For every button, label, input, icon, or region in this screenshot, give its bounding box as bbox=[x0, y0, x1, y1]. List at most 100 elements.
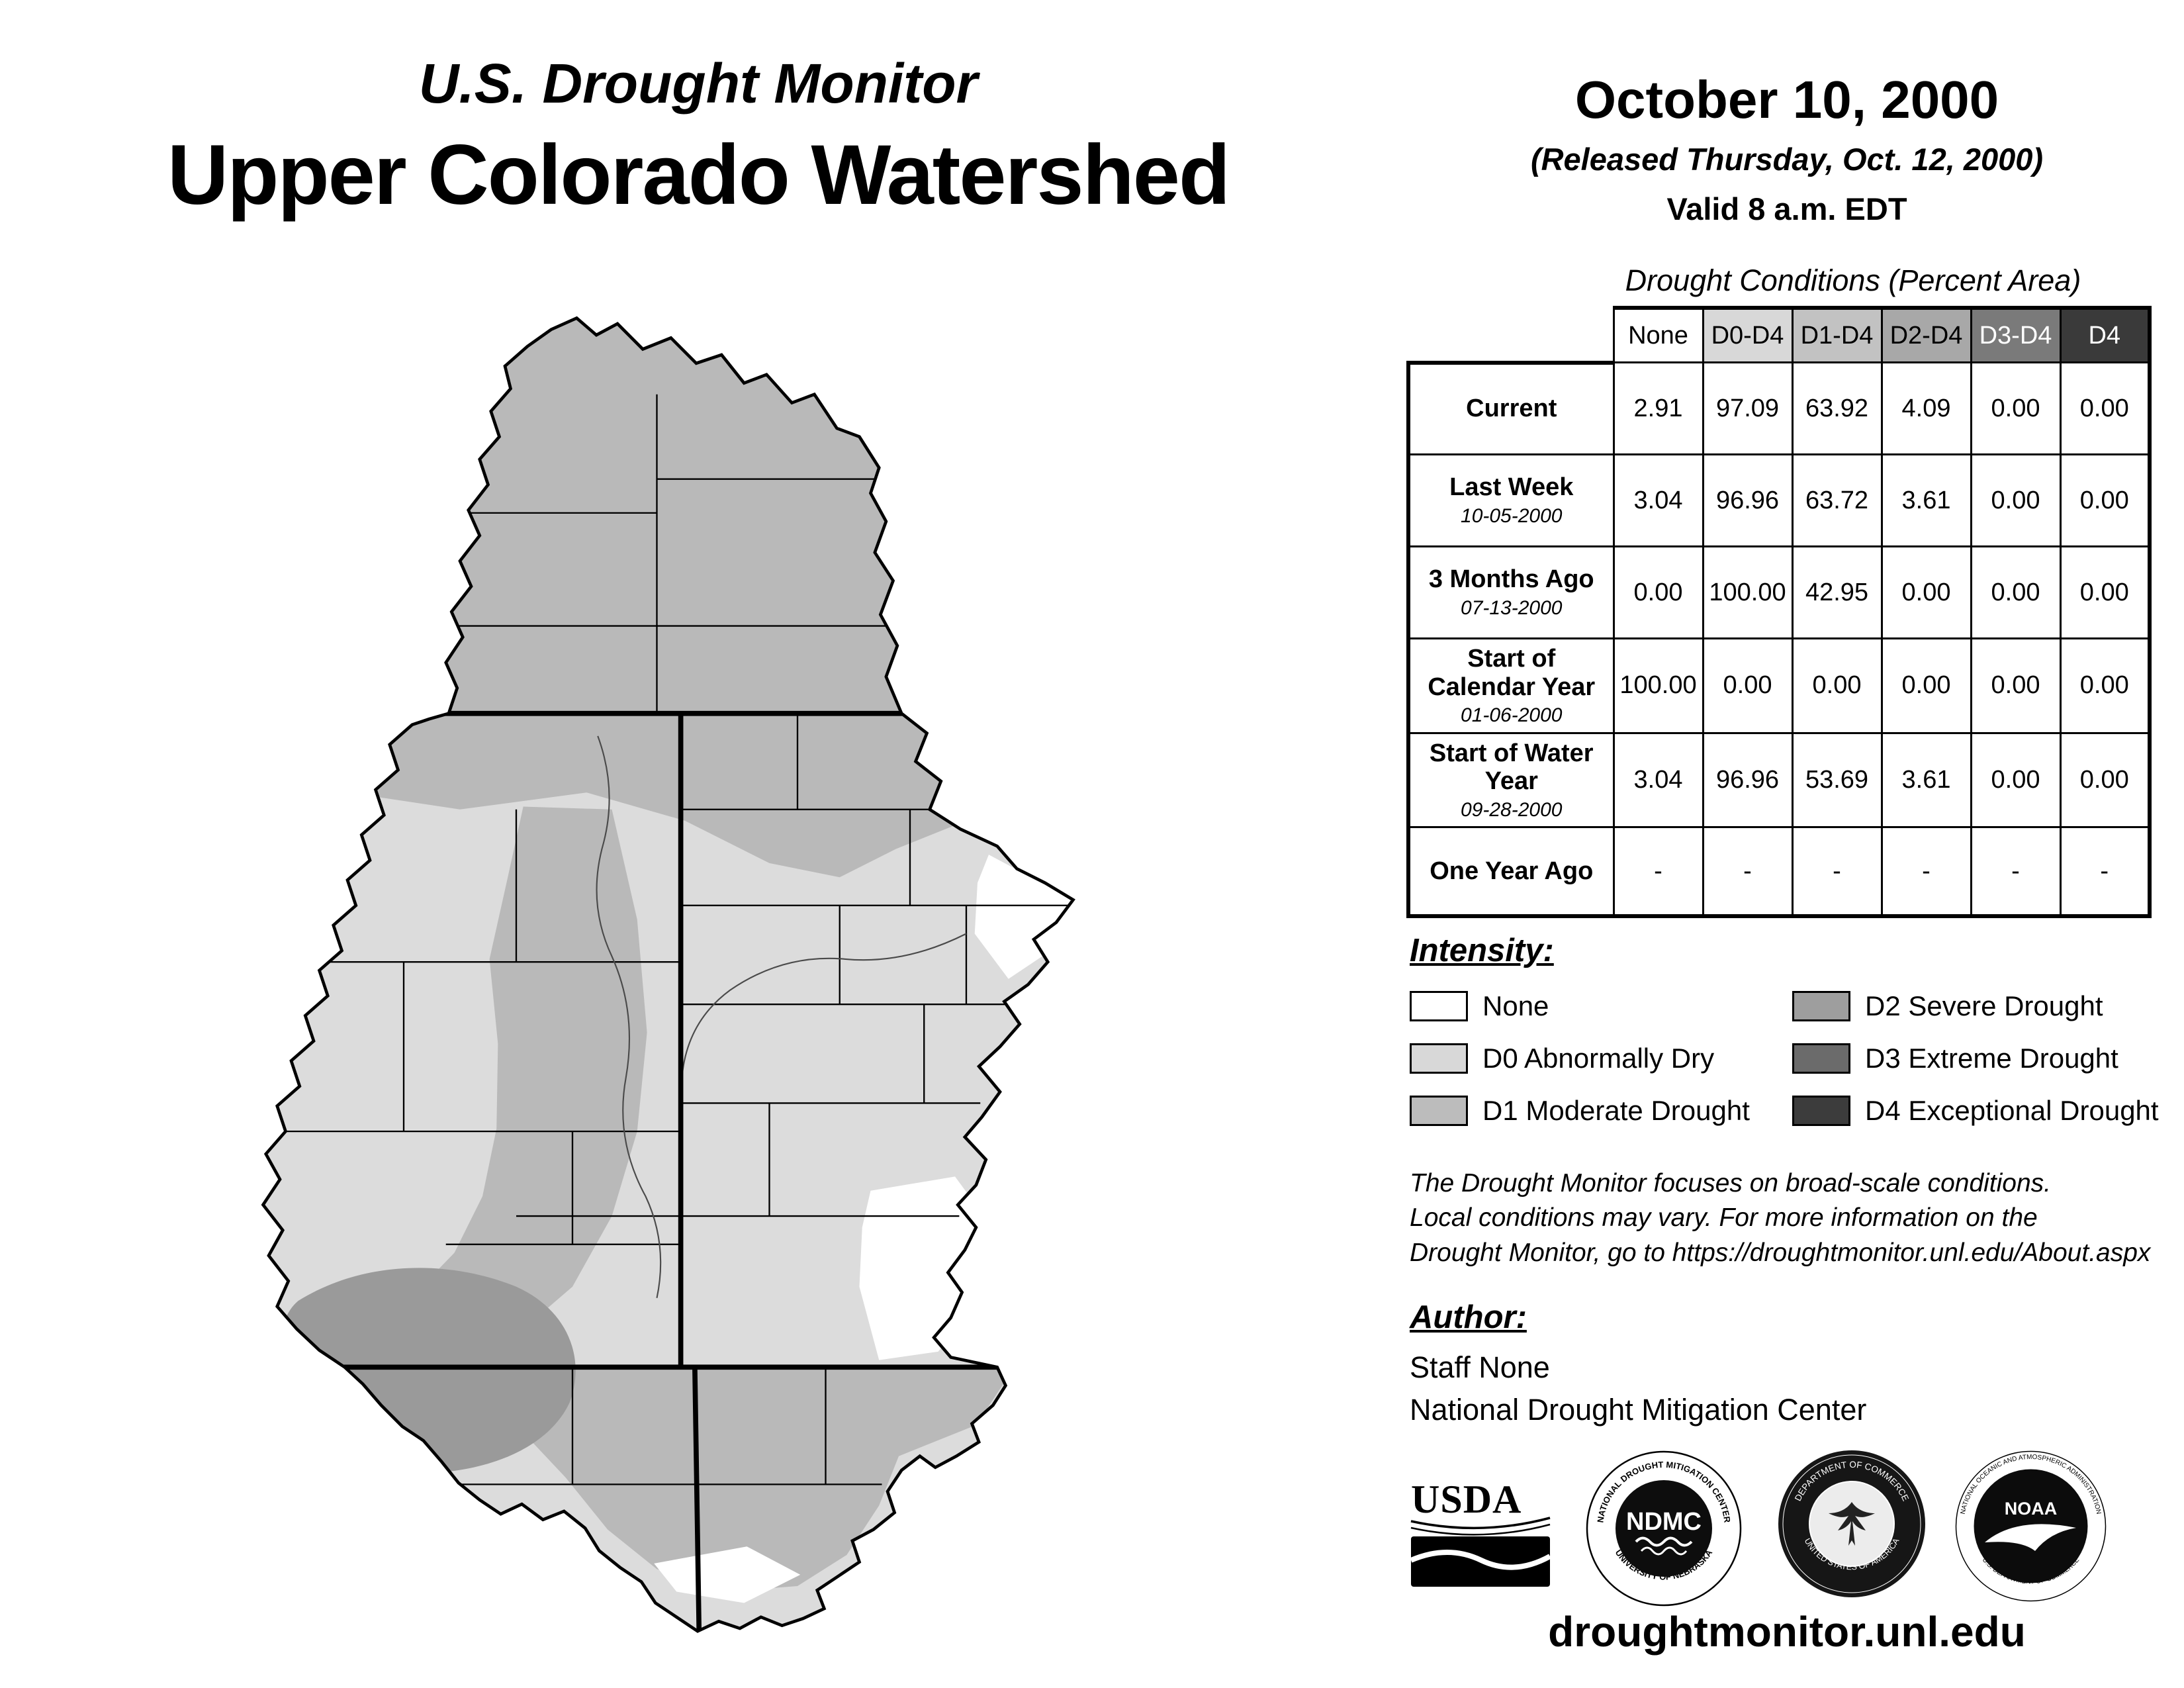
cell: 0.00 bbox=[1702, 637, 1794, 734]
release-date: (Released Thursday, Oct. 12, 2000) bbox=[1530, 142, 2044, 177]
disclaimer-line: Drought Monitor, go to https://droughtmo… bbox=[1410, 1238, 2151, 1267]
legend-item-d1: D1 Moderate Drought bbox=[1410, 1095, 1792, 1127]
state-border-lines bbox=[263, 710, 1009, 1632]
eagle-emblem bbox=[1829, 1502, 1875, 1546]
cell: 2.91 bbox=[1612, 361, 1704, 455]
date-block: October 10, 2000 (Released Thursday, Oct… bbox=[1423, 70, 2151, 227]
row-label: Current bbox=[1406, 360, 1615, 455]
table-row-current: Current 2.91 97.09 63.92 4.09 0.00 0.00 bbox=[1406, 360, 2152, 455]
cell: 4.09 bbox=[1880, 361, 1972, 455]
col-header-d1d4: D1-D4 bbox=[1791, 306, 1883, 363]
ndmc-wordmark: NDMC bbox=[1626, 1508, 1702, 1536]
row-label: One Year Ago bbox=[1406, 826, 1615, 919]
col-header-d4: D4 bbox=[2059, 306, 2152, 363]
map-region-d1-south bbox=[445, 1364, 1005, 1592]
legend-swatch-d4 bbox=[1792, 1096, 1850, 1126]
ndmc-wave bbox=[1635, 1536, 1693, 1547]
logo-row: USDA NATIONAL DROUGHT MITIGATION CENTER … bbox=[1403, 1443, 2171, 1617]
cell: 3.61 bbox=[1880, 453, 1972, 547]
intensity-section: Intensity: None D0 Abnormally Dry D1 Mod… bbox=[1410, 932, 2159, 1127]
cell: 0.00 bbox=[2059, 453, 2152, 547]
cell: 3.04 bbox=[1612, 453, 1704, 547]
footer-url: droughtmonitor.unl.edu bbox=[1548, 1608, 2026, 1656]
cell: 0.00 bbox=[1970, 637, 2062, 734]
region-title: Upper Colorado Watershed bbox=[167, 128, 1230, 222]
cell: 96.96 bbox=[1702, 453, 1794, 547]
cell: - bbox=[1702, 826, 1794, 919]
cell: 97.09 bbox=[1702, 361, 1794, 455]
cell: 3.61 bbox=[1880, 731, 1972, 829]
legend-item-d3: D3 Extreme Drought bbox=[1792, 1043, 2159, 1074]
cell: 0.00 bbox=[2059, 361, 2152, 455]
legend-item-d2: D2 Severe Drought bbox=[1792, 990, 2159, 1022]
report-date: October 10, 2000 bbox=[1574, 70, 1999, 129]
cell: - bbox=[1880, 826, 1972, 919]
legend-swatch-d2 bbox=[1792, 991, 1850, 1021]
map-region-d1-band bbox=[284, 806, 647, 1372]
cell: 0.00 bbox=[1970, 361, 2062, 455]
cell: 96.96 bbox=[1702, 731, 1794, 829]
disclaimer-line: The Drought Monitor focuses on broad-sca… bbox=[1410, 1169, 2052, 1197]
table-row-start-calendar-year: Start of Calendar Year 01-06-2000 100.00 … bbox=[1406, 637, 2152, 734]
title-block: U.S. Drought Monitor Upper Colorado Wate… bbox=[53, 52, 1343, 224]
county-boundaries bbox=[277, 394, 1073, 1485]
noaa-bird bbox=[1985, 1524, 2076, 1551]
col-header-d2d4: D2-D4 bbox=[1880, 306, 1972, 363]
cell: - bbox=[1791, 826, 1883, 919]
legend-item-d4: D4 Exceptional Drought bbox=[1792, 1095, 2159, 1127]
row-label: 3 Months Ago 07-13-2000 bbox=[1406, 545, 1615, 639]
cell: 0.00 bbox=[2059, 545, 2152, 639]
col-header-d3d4: D3-D4 bbox=[1970, 306, 2062, 363]
cell: 63.72 bbox=[1791, 453, 1883, 547]
map-region-none-south-tip bbox=[654, 1546, 801, 1603]
intensity-heading: Intensity: bbox=[1410, 933, 1554, 968]
table-caption: Drought Conditions (Percent Area) bbox=[1625, 263, 2081, 297]
river-lines bbox=[596, 735, 967, 1299]
author-name: Staff None bbox=[1410, 1350, 1550, 1384]
cell: - bbox=[1970, 826, 2062, 919]
cell: 0.00 bbox=[2059, 637, 2152, 734]
cell: 100.00 bbox=[1612, 637, 1704, 734]
valid-time: Valid 8 a.m. EDT bbox=[1666, 191, 1907, 226]
watershed-map bbox=[235, 312, 1079, 1640]
author-heading: Author: bbox=[1410, 1299, 1527, 1335]
table-row-3-months-ago: 3 Months Ago 07-13-2000 0.00 100.00 42.95… bbox=[1406, 545, 2152, 639]
map-region-none-southeast bbox=[859, 1176, 995, 1360]
cell: 0.00 bbox=[1970, 453, 2062, 547]
table-corner-cell bbox=[1408, 308, 1614, 363]
map-region-d2-southwest bbox=[280, 1268, 576, 1474]
cell: 0.00 bbox=[1612, 545, 1704, 639]
legend-swatch-none bbox=[1410, 991, 1468, 1021]
disclaimer-line: Local conditions may vary. For more info… bbox=[1410, 1203, 2038, 1233]
cell: 63.92 bbox=[1791, 361, 1883, 455]
watershed-map-svg bbox=[235, 312, 1079, 1640]
intensity-legend: None D0 Abnormally Dry D1 Moderate Droug… bbox=[1410, 990, 2159, 1127]
legend-item-d0: D0 Abnormally Dry bbox=[1410, 1043, 1792, 1074]
author-org: National Drought Mitigation Center bbox=[1410, 1393, 1867, 1427]
cell: 0.00 bbox=[2059, 731, 2152, 829]
noaa-logo: NATIONAL OCEANIC AND ATMOSPHERIC ADMINIS… bbox=[1955, 1450, 2107, 1602]
cell: 0.00 bbox=[1970, 545, 2062, 639]
cell: 0.00 bbox=[1791, 637, 1883, 734]
legend-swatch-d3 bbox=[1792, 1043, 1850, 1074]
col-header-none: None bbox=[1612, 306, 1704, 363]
author-section: Author: Staff None National Drought Miti… bbox=[1410, 1299, 1866, 1427]
cell: - bbox=[1612, 826, 1704, 919]
ndmc-logo: NATIONAL DROUGHT MITIGATION CENTER UNIVE… bbox=[1586, 1450, 1742, 1607]
legend-swatch-d1 bbox=[1410, 1096, 1468, 1126]
table-row-last-week: Last Week 10-05-2000 3.04 96.96 63.72 3.6… bbox=[1406, 453, 2152, 547]
cell: 0.00 bbox=[1970, 731, 2062, 829]
drought-conditions-table: None D0-D4 D1-D4 D2-D4 D3-D4 D4 Current … bbox=[1406, 306, 2152, 919]
row-label: Last Week 10-05-2000 bbox=[1406, 453, 1615, 547]
legend-swatch-d0 bbox=[1410, 1043, 1468, 1074]
table-header-row: None D0-D4 D1-D4 D2-D4 D3-D4 D4 bbox=[1408, 306, 2152, 363]
usda-wordmark: USDA bbox=[1411, 1479, 1522, 1521]
col-header-d0d4: D0-D4 bbox=[1702, 306, 1794, 363]
row-label: Start of Calendar Year 01-06-2000 bbox=[1406, 637, 1615, 734]
cell: 100.00 bbox=[1702, 545, 1794, 639]
usda-wave bbox=[1410, 1550, 1551, 1570]
disclaimer: The Drought Monitor focuses on broad-sca… bbox=[1410, 1166, 2150, 1270]
legend-item-none: None bbox=[1410, 990, 1792, 1022]
cell: 3.04 bbox=[1612, 731, 1704, 829]
